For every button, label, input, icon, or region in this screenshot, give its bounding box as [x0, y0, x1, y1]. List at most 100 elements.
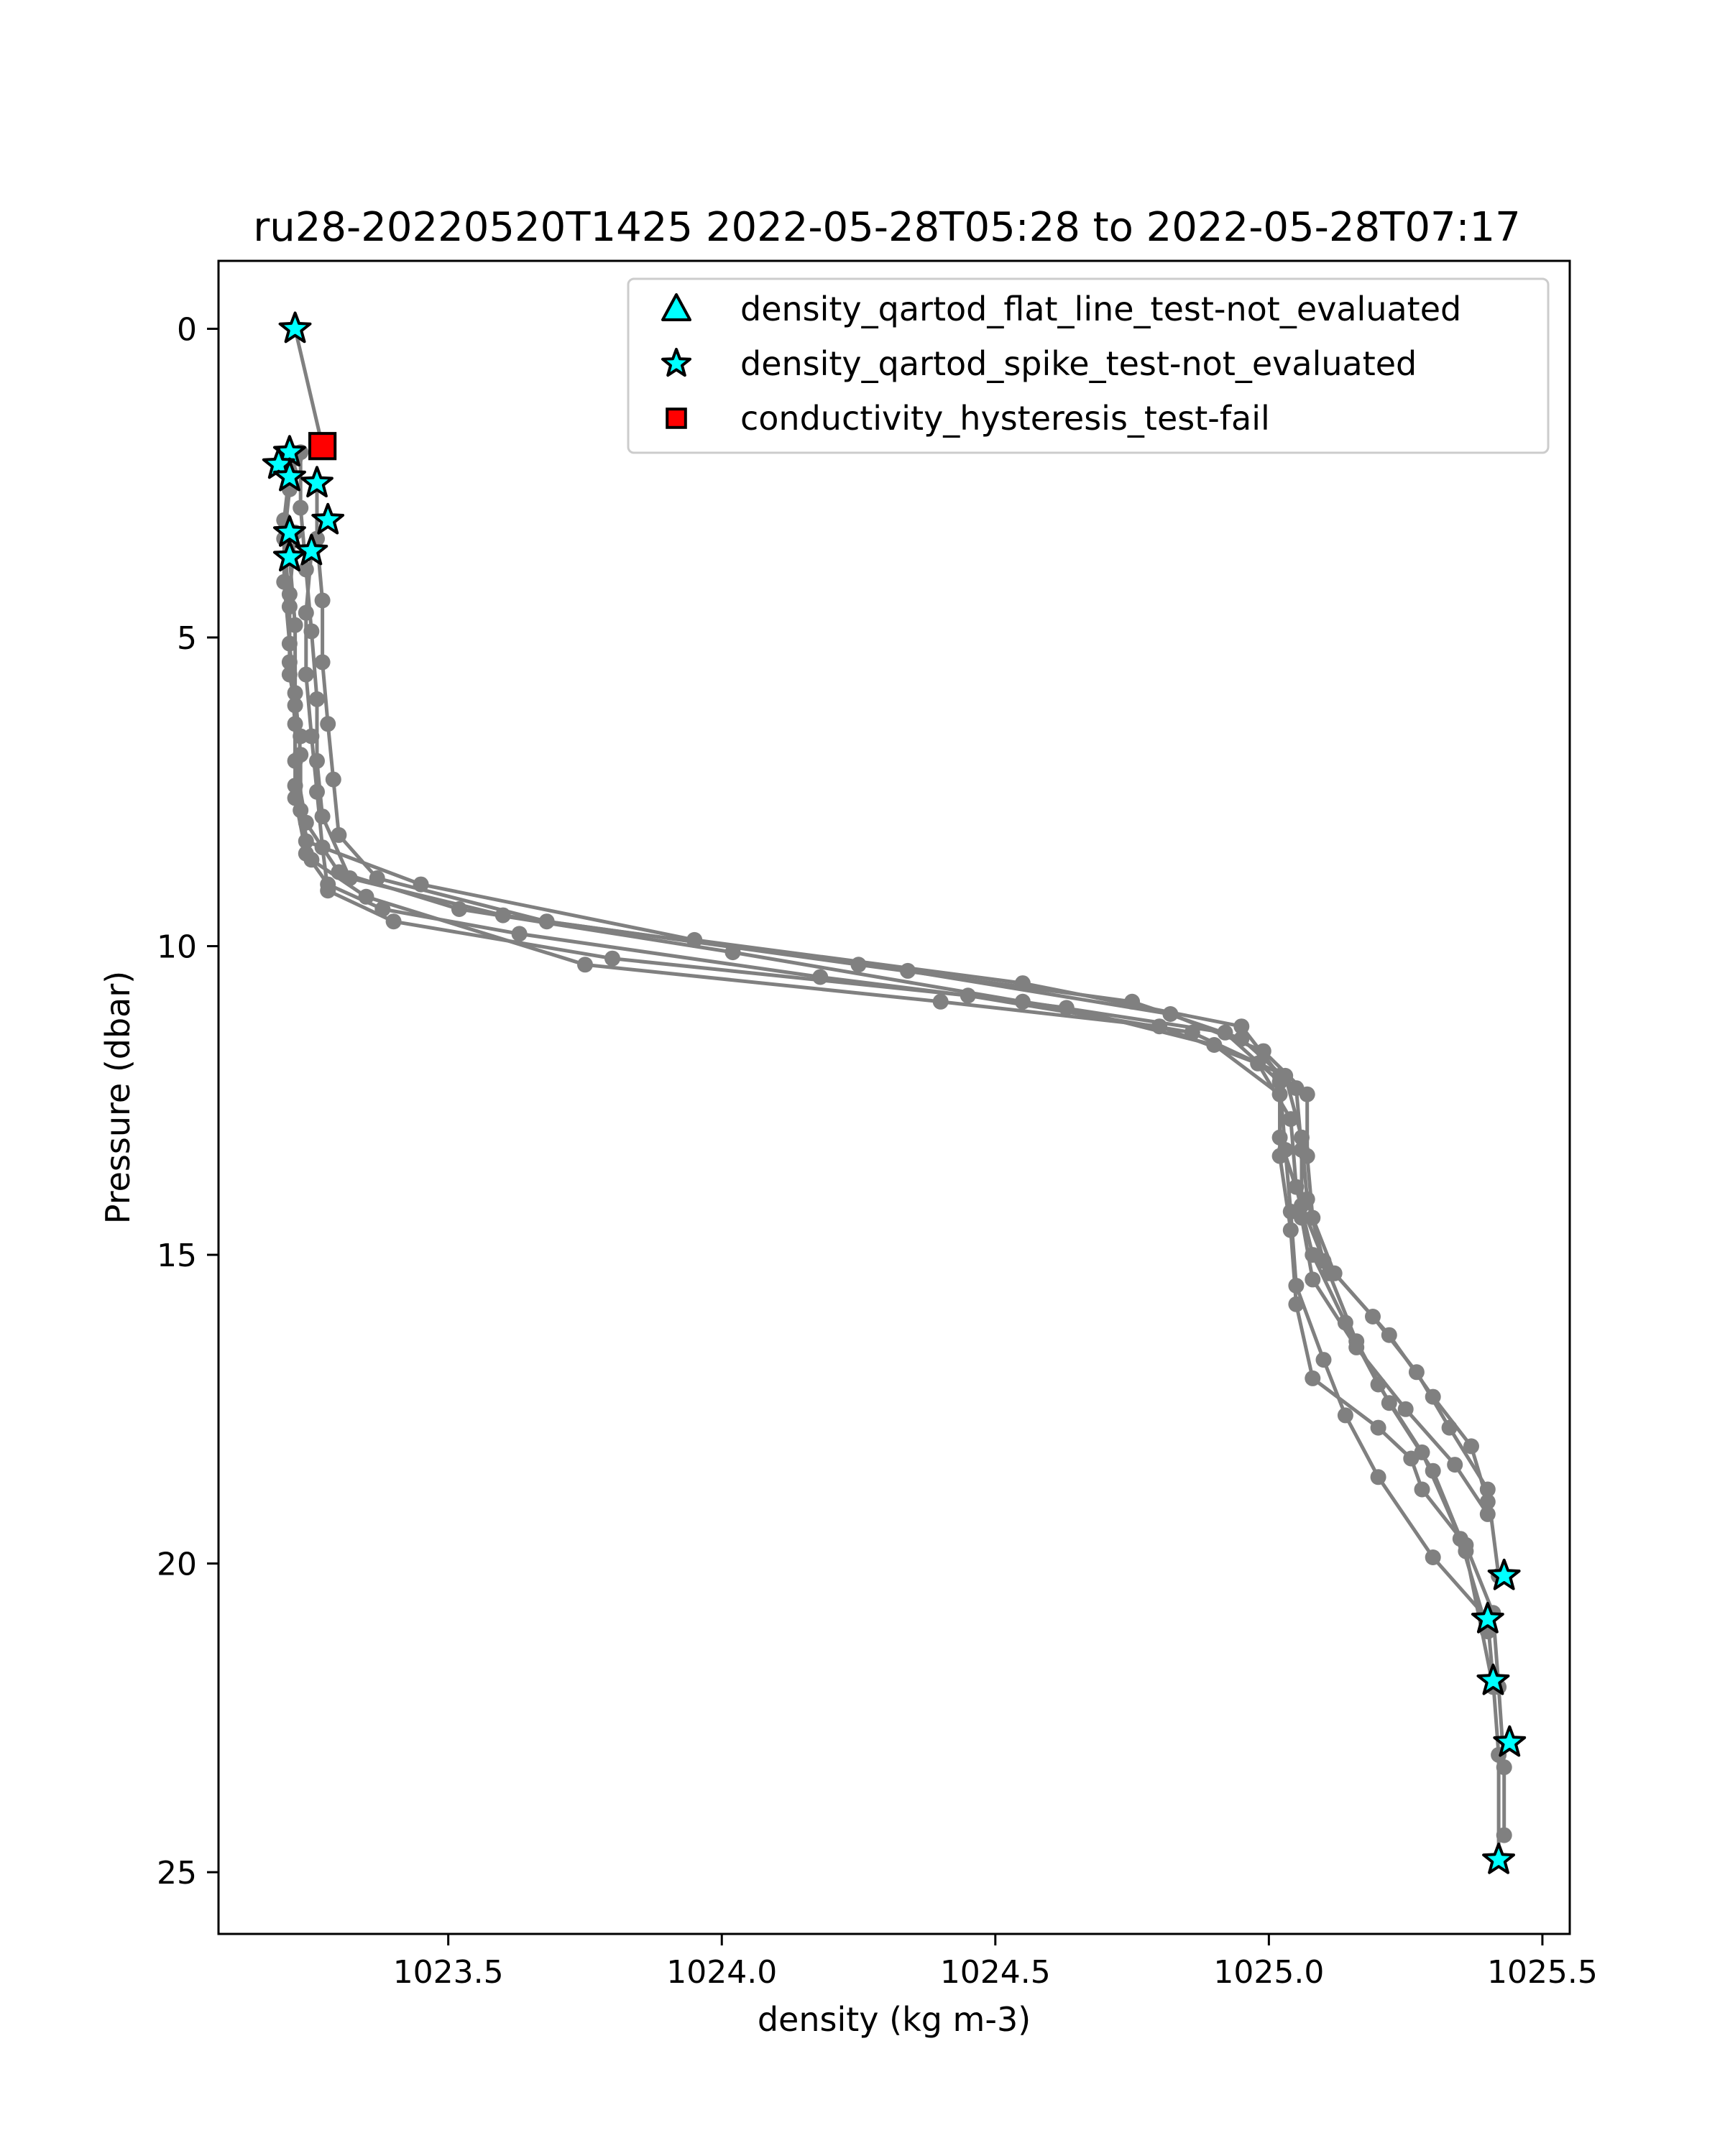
profile-line: [282, 458, 1506, 1835]
profile-point: [303, 852, 320, 868]
profile-point: [1479, 1481, 1496, 1498]
spike-test-marker: [273, 459, 306, 492]
profile-point: [358, 888, 374, 905]
x-tick-label: 1025.5: [1487, 1954, 1598, 1991]
profile-point: [1425, 1462, 1441, 1479]
spike-test-marker: [295, 533, 328, 566]
profile-point: [287, 778, 303, 794]
profile-point: [1250, 1055, 1266, 1072]
x-tick-label: 1023.5: [393, 1954, 504, 1991]
profile-point: [900, 962, 916, 979]
profile-point: [1463, 1438, 1479, 1455]
legend-marker-triangle: [661, 293, 691, 321]
x-axis: 1023.5 1024.0 1024.5 1025.0 1025.5: [393, 1934, 1598, 1991]
profile-point: [1294, 1197, 1310, 1214]
profile-point: [309, 752, 325, 769]
profile-line: [288, 532, 1495, 1687]
y-axis: 0 5 10 15 20 25: [157, 311, 218, 1892]
profile-point: [309, 691, 325, 707]
y-tick-label: 25: [157, 1855, 197, 1892]
legend-marker-square: [666, 407, 687, 429]
legend: density_qartod_flat_line_test-not_evalua…: [627, 277, 1550, 454]
spike-test-marker: [1471, 1601, 1504, 1634]
spike-test-marker: [1493, 1725, 1527, 1757]
profile-point: [1305, 1370, 1321, 1386]
y-axis-label: Pressure (dbar): [98, 971, 137, 1224]
profile-point: [1458, 1543, 1474, 1560]
profile-point: [1299, 1086, 1315, 1102]
profile-point: [812, 969, 829, 985]
profile-point: [320, 883, 336, 899]
profile-point: [1151, 1018, 1168, 1035]
legend-label: density_qartod_flat_line_test-not_evalua…: [740, 290, 1461, 328]
profile-point: [298, 833, 314, 849]
profile-point: [314, 592, 331, 609]
profile-point: [1365, 1309, 1381, 1325]
profile-line: [293, 328, 325, 447]
profile-point: [331, 826, 347, 843]
profile-point: [1271, 1129, 1288, 1146]
profile-line: [282, 470, 1501, 1860]
legend-box: [627, 277, 1550, 454]
profile-point: [511, 926, 528, 942]
profile-point: [604, 950, 620, 967]
profile-point: [1321, 1265, 1338, 1281]
profile-line: [298, 452, 1489, 1516]
legend-label: conductivity_hysteresis_test-fail: [740, 399, 1270, 438]
y-tick-label: 10: [157, 929, 197, 966]
profile-point: [309, 783, 325, 800]
profile-point: [1414, 1481, 1430, 1498]
profile-point: [314, 808, 331, 825]
profile-point: [314, 654, 331, 671]
profile-point: [686, 931, 703, 948]
spike-test-marker: [273, 540, 306, 572]
profile-point: [1305, 1247, 1321, 1263]
plot-area: [262, 311, 1527, 1874]
spike-test-marker: [1482, 1842, 1515, 1874]
profile-point: [385, 913, 402, 930]
y-tick-label: 5: [177, 620, 197, 657]
spike-test-marker: [273, 515, 306, 547]
profile-point: [281, 586, 298, 602]
profile-point: [1233, 1018, 1250, 1035]
profile-point: [413, 876, 429, 893]
profile-point: [281, 654, 298, 671]
profile-point: [1397, 1401, 1414, 1417]
profile-point: [1337, 1407, 1353, 1424]
spike-test-marker: [278, 311, 312, 344]
profile-point: [298, 666, 314, 683]
profile-point: [932, 993, 949, 1010]
spike-test-marker: [300, 466, 334, 498]
profile-point: [1294, 1129, 1310, 1146]
profile-point: [303, 728, 320, 745]
profile-point: [287, 716, 303, 732]
profile-point: [320, 716, 336, 732]
profile-point: [1370, 1419, 1386, 1436]
spike-test-marker: [1476, 1663, 1510, 1695]
profile-point: [1408, 1364, 1425, 1381]
profile-point: [960, 987, 976, 1004]
y-tick-label: 0: [177, 311, 197, 348]
profile-point: [276, 573, 293, 590]
profile-point: [1014, 975, 1031, 992]
profile-point: [1348, 1333, 1365, 1350]
profile-point: [577, 957, 593, 973]
legend-label: density_qartod_spike_test-not_evaluated: [740, 344, 1417, 383]
profile-point: [538, 913, 555, 930]
hysteresis-fail-marker: [308, 432, 337, 461]
x-tick-label: 1024.5: [940, 1954, 1051, 1991]
spike-test-marker: [311, 502, 345, 535]
profile-point: [1288, 1278, 1305, 1294]
profile-point: [1447, 1457, 1463, 1473]
profile-point: [1441, 1419, 1458, 1436]
legend-marker-star: [661, 348, 691, 377]
y-tick-label: 20: [157, 1547, 197, 1583]
chart-title: ru28-20220520T1425 2022-05-28T05:28 to 2…: [253, 204, 1520, 251]
profile-point: [1315, 1352, 1332, 1368]
profile-point: [1425, 1549, 1441, 1565]
profile-line: [315, 483, 1490, 1503]
plot-frame: [217, 259, 1571, 1935]
y-tick-label: 15: [157, 1238, 197, 1274]
x-tick-label: 1024.0: [666, 1954, 777, 1991]
